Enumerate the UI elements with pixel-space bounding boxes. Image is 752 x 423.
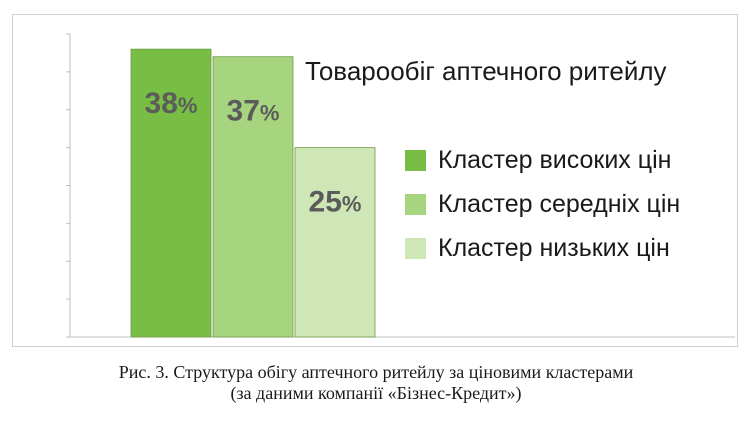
legend-item-medium-prices: Кластер середніх цін bbox=[405, 182, 725, 226]
legend-label-medium-prices: Кластер середніх цін bbox=[438, 189, 681, 218]
legend-swatch-medium-prices bbox=[405, 193, 426, 215]
chart-title: Товарообіг аптечного ритейлу bbox=[305, 56, 667, 86]
chart-legend: Кластер високих цін Кластер середніх цін… bbox=[405, 138, 725, 270]
bar-1 bbox=[130, 48, 212, 338]
legend-label-high-prices: Кластер високих цін bbox=[438, 145, 672, 174]
bar-3 bbox=[294, 147, 376, 338]
legend-label-low-prices: Кластер низьких цін bbox=[438, 233, 670, 262]
data-label-3: 25% bbox=[309, 186, 362, 219]
bar-2 bbox=[212, 56, 294, 338]
legend-item-low-prices: Кластер низьких цін bbox=[405, 226, 725, 270]
figure-caption: Рис. 3. Структура обігу аптечного ритейл… bbox=[0, 362, 752, 404]
data-label-2: 37% bbox=[227, 95, 280, 128]
caption-line-1: Рис. 3. Структура обігу аптечного ритейл… bbox=[118, 362, 634, 382]
legend-item-high-prices: Кластер високих цін bbox=[405, 138, 725, 182]
caption-line-2: (за даними компанії «Бізнес-Кредит») bbox=[230, 383, 522, 403]
legend-swatch-high-prices bbox=[405, 149, 426, 171]
legend-swatch-low-prices bbox=[405, 237, 426, 259]
data-label-1: 38% bbox=[145, 87, 198, 120]
